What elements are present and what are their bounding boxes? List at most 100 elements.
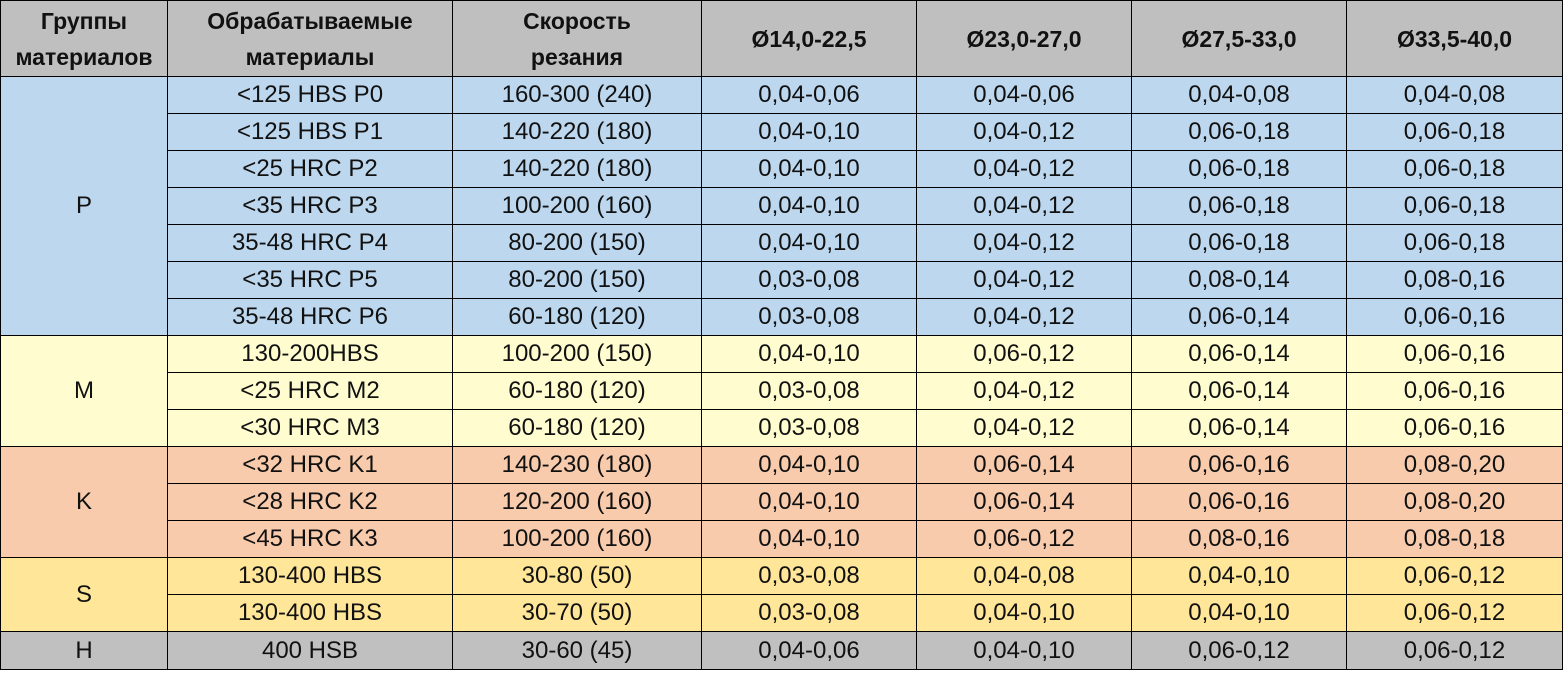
diameter-2-cell: 0,04-0,12 (916, 261, 1132, 299)
table-row: <35 HRC P3 100-200 (160) 0,04-0,10 0,04-0,1… (1, 187, 1563, 225)
diameter-3-cell: 0,04-0,10 (1131, 594, 1347, 632)
material-cell: <125 HBS P1 (167, 113, 453, 151)
diameter-3-cell: 0,06-0,14 (1131, 298, 1347, 336)
header-material-group: Группы материалов (0, 0, 168, 77)
material-cell: 35-48 HRC P4 (167, 224, 453, 262)
diameter-3-cell: 0,06-0,18 (1131, 113, 1347, 151)
material-cell: 400 HSB (167, 631, 453, 670)
diameter-3-cell: 0,06-0,14 (1131, 372, 1347, 410)
diameter-1-cell: 0,04-0,10 (701, 150, 917, 188)
table-row: H 400 HSB 30-60 (45) 0,04-0,06 0,04-0,10 0,06… (0, 631, 1563, 670)
header-processed-materials-line2: материалы (245, 43, 375, 70)
table-row: 35-48 HRC P4 80-200 (150) 0,04-0,10 0,04-0,… (1, 224, 1563, 262)
diameter-4-cell: 0,06-0,16 (1346, 409, 1563, 447)
diameter-3-cell: 0,06-0,16 (1131, 446, 1347, 484)
material-cell: <25 HRC P2 (167, 150, 453, 188)
diameter-2-cell: 0,06-0,12 (916, 335, 1132, 373)
diameter-1-cell: 0,03-0,08 (701, 557, 917, 595)
header-diameter-3: Ø27,5-33,0 (1131, 0, 1347, 77)
header-material-group-line2: материалов (15, 43, 153, 70)
table-row: <35 HRC P5 80-200 (150) 0,03-0,08 0,04-0,12… (1, 261, 1563, 299)
diameter-1-cell: 0,04-0,10 (701, 224, 917, 262)
speed-cell: 100-200 (160) (452, 520, 702, 558)
header-cutting-speed-line2: резания (530, 43, 624, 70)
diameter-1-cell: 0,04-0,10 (701, 520, 917, 558)
diameter-4-cell: 0,08-0,18 (1346, 520, 1563, 558)
diameter-2-cell: 0,04-0,12 (916, 113, 1132, 151)
diameter-4-cell: 0,06-0,18 (1346, 150, 1563, 188)
diameter-1-cell: 0,04-0,06 (701, 76, 917, 114)
material-group-cell: M (0, 335, 168, 447)
material-cell: <25 HRC M2 (167, 372, 453, 410)
diameter-3-cell: 0,08-0,14 (1131, 261, 1347, 299)
table-row: <125 HBS P1 140-220 (180) 0,04-0,10 0,04-0,… (1, 113, 1563, 151)
speed-cell: 60-180 (120) (452, 372, 702, 410)
speed-cell: 60-180 (120) (452, 409, 702, 447)
table-row: 130-400 HBS 30-70 (50) 0,03-0,08 0,04-0,10 0… (1, 594, 1563, 632)
diameter-4-cell: 0,08-0,20 (1346, 446, 1563, 484)
speed-cell: 140-220 (180) (452, 113, 702, 151)
diameter-3-cell: 0,06-0,14 (1131, 335, 1347, 373)
diameter-3-cell: 0,06-0,16 (1131, 483, 1347, 521)
table-row: <25 HRC M2 60-180 (120) 0,03-0,08 0,04-0,12… (1, 372, 1563, 410)
table-row: M 130-200HBS 100-200 (150) 0,04-0,10 0,06-0,… (0, 335, 1563, 447)
diameter-1-cell: 0,04-0,10 (701, 483, 917, 521)
diameter-1-cell: 0,03-0,08 (701, 594, 917, 632)
diameter-2-cell: 0,04-0,12 (916, 372, 1132, 410)
material-cell: <32 HRC K1 (167, 446, 453, 484)
table-header: Группы материалов Обрабатываемые материа… (0, 0, 1563, 77)
diameter-3-cell: 0,08-0,16 (1131, 520, 1347, 558)
diameter-3-cell: 0,06-0,18 (1131, 187, 1347, 225)
diameter-4-cell: 0,06-0,12 (1346, 594, 1563, 632)
diameter-1-cell: 0,03-0,08 (701, 409, 917, 447)
diameter-1-cell: 0,04-0,10 (701, 335, 917, 373)
material-group-cell: K (0, 446, 168, 558)
header-processed-materials: Обрабатываемые материалы (167, 0, 453, 77)
material-cell: <28 HRC K2 (167, 483, 453, 521)
diameter-1-cell: 0,04-0,06 (701, 631, 917, 670)
speed-cell: 80-200 (150) (452, 224, 702, 262)
diameter-4-cell: 0,04-0,08 (1346, 76, 1563, 114)
diameter-3-cell: 0,06-0,18 (1131, 150, 1347, 188)
diameter-4-cell: 0,06-0,18 (1346, 187, 1563, 225)
table-row: P <125 HBS P0 160-300 (240) 0,04-0,06 0,04-0… (0, 76, 1563, 336)
table-row: <30 HRC M3 60-180 (120) 0,03-0,08 0,04-0,12… (1, 409, 1563, 447)
diameter-1-cell: 0,04-0,10 (701, 113, 917, 151)
diameter-2-cell: 0,04-0,08 (916, 557, 1132, 595)
speed-cell: 60-180 (120) (452, 298, 702, 336)
material-group-cell: S (0, 557, 168, 632)
diameter-4-cell: 0,06-0,16 (1346, 298, 1563, 336)
diameter-4-cell: 0,06-0,18 (1346, 224, 1563, 262)
diameter-4-cell: 0,08-0,16 (1346, 261, 1563, 299)
diameter-1-cell: 0,04-0,10 (701, 187, 917, 225)
material-group-cell: P (0, 76, 168, 336)
speed-cell: 100-200 (150) (452, 335, 702, 373)
diameter-4-cell: 0,06-0,16 (1346, 335, 1563, 373)
table-row: K <32 HRC K1 140-230 (180) 0,04-0,10 0,06-0,… (0, 446, 1563, 558)
speed-cell: 160-300 (240) (452, 76, 702, 114)
speed-cell: 30-70 (50) (452, 594, 702, 632)
speed-cell: 30-60 (45) (452, 631, 702, 670)
diameter-2-cell: 0,04-0,10 (916, 631, 1132, 670)
material-cell: 130-400 HBS (167, 594, 453, 632)
diameter-4-cell: 0,06-0,12 (1346, 631, 1563, 670)
diameter-2-cell: 0,04-0,12 (916, 298, 1132, 336)
diameter-2-cell: 0,04-0,12 (916, 409, 1132, 447)
material-cell: <45 HRC K3 (167, 520, 453, 558)
table-row: S 130-400 HBS 30-80 (50) 0,03-0,08 0,04-0,08… (0, 557, 1563, 632)
speed-cell: 80-200 (150) (452, 261, 702, 299)
speed-cell: 30-80 (50) (452, 557, 702, 595)
header-diameter-4: Ø33,5-40,0 (1346, 0, 1563, 77)
diameter-2-cell: 0,04-0,12 (916, 224, 1132, 262)
table-row: <28 HRC K2 120-200 (160) 0,04-0,10 0,06-0,1… (1, 483, 1563, 521)
speed-cell: 140-230 (180) (452, 446, 702, 484)
diameter-2-cell: 0,04-0,12 (916, 187, 1132, 225)
header-processed-materials-line1: Обрабатываемые (207, 7, 413, 34)
material-group-cell: H (0, 631, 168, 670)
diameter-4-cell: 0,08-0,20 (1346, 483, 1563, 521)
speed-cell: 120-200 (160) (452, 483, 702, 521)
diameter-2-cell: 0,06-0,12 (916, 520, 1132, 558)
diameter-1-cell: 0,03-0,08 (701, 298, 917, 336)
diameter-2-cell: 0,04-0,06 (916, 76, 1132, 114)
diameter-4-cell: 0,06-0,18 (1346, 113, 1563, 151)
